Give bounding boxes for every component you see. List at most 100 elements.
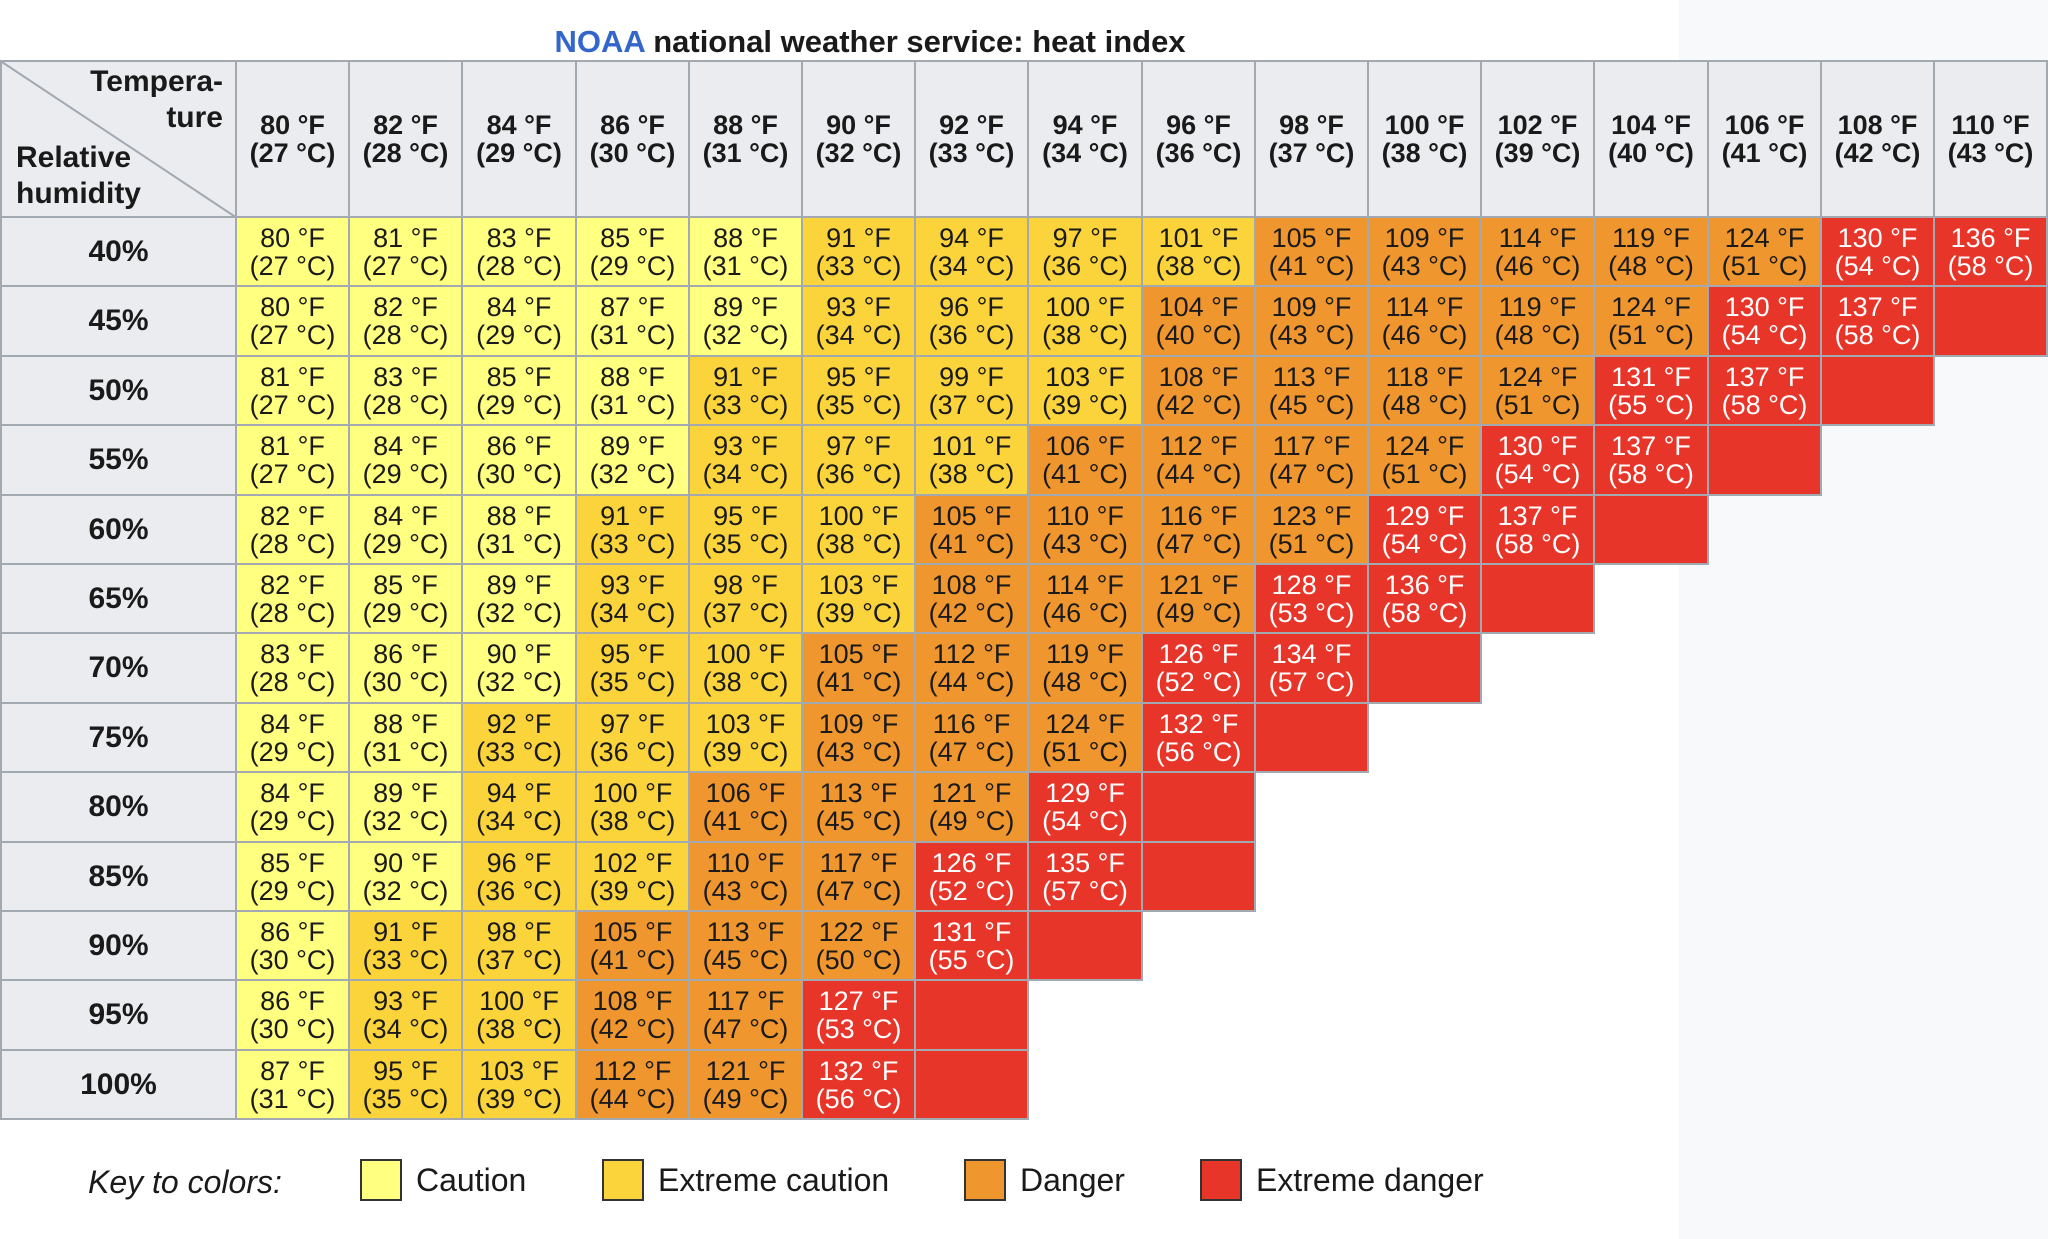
cell-fahrenheit: 83 °F xyxy=(486,222,552,253)
cell-celsius: (32 °C) xyxy=(589,459,676,489)
heat-index-cell: 89 °F (32 °C) xyxy=(575,424,690,496)
cell-fahrenheit: 80 °F xyxy=(260,292,325,322)
cell-celsius: (47 °C) xyxy=(815,875,902,906)
table-corner-header: Tempera- ture Relative humidity xyxy=(0,60,238,219)
cell-celsius: (31 °C) xyxy=(249,1083,336,1114)
cell-celsius: (30 °C) xyxy=(476,459,562,489)
column-header: 82 °F (28 °C) xyxy=(348,60,463,218)
cell-celsius: (28 °C) xyxy=(249,667,336,697)
heat-index-cell: 114 °F (46 °C) xyxy=(1027,563,1143,634)
column-header-celsius: (40 °C) xyxy=(1608,138,1694,168)
cell-fahrenheit: 88 °F xyxy=(373,708,438,739)
legend-item: Danger xyxy=(964,1158,1125,1202)
cell-celsius: (35 °C) xyxy=(702,528,789,559)
cell-celsius: (58 °C) xyxy=(1721,389,1808,420)
heat-index-cell: 82 °F (28 °C) xyxy=(348,285,463,357)
row-header: 80% xyxy=(0,771,237,843)
cell-celsius: (38 °C) xyxy=(928,459,1015,489)
cell-celsius: (33 °C) xyxy=(702,389,789,420)
cell-celsius: (34 °C) xyxy=(589,597,676,628)
column-header-fahrenheit: 106 °F xyxy=(1724,110,1805,140)
page-title: NOAA national weather service: heat inde… xyxy=(0,22,1740,62)
cell-fahrenheit: 106 °F xyxy=(1045,431,1125,461)
cell-fahrenheit: 100 °F xyxy=(705,639,786,669)
heat-index-cell: 127 °F (53 °C) xyxy=(801,979,916,1051)
cell-celsius: (38 °C) xyxy=(476,1014,562,1044)
heat-index-cell: 89 °F (32 °C) xyxy=(348,771,463,843)
heat-index-cell: 93 °F (34 °C) xyxy=(575,563,690,634)
cell-celsius: (35 °C) xyxy=(589,667,676,697)
legend-label: Extreme caution xyxy=(658,1162,890,1198)
heat-index-cell: 103 °F (39 °C) xyxy=(461,1049,577,1120)
heat-index-cell: 137 °F (58 °C) xyxy=(1480,494,1595,565)
legend-label: Extreme danger xyxy=(1256,1162,1484,1198)
heat-index-cell: 80 °F (27 °C) xyxy=(235,285,350,357)
cell-celsius: (31 °C) xyxy=(476,528,562,559)
cell-fahrenheit: 126 °F xyxy=(1158,639,1239,669)
cell-fahrenheit: 103 °F xyxy=(705,708,786,739)
cell-celsius: (28 °C) xyxy=(362,389,449,420)
heat-index-cell: 95 °F (35 °C) xyxy=(688,494,803,565)
cell-fahrenheit: 81 °F xyxy=(260,361,325,392)
cell-fahrenheit: 95 °F xyxy=(600,639,665,669)
column-header-fahrenheit: 100 °F xyxy=(1384,110,1465,140)
heat-index-cell: 94 °F (34 °C) xyxy=(461,771,577,843)
cell-fahrenheit: 91 °F xyxy=(373,916,438,947)
heat-index-cell: 119 °F (48 °C) xyxy=(1480,285,1595,357)
cell-celsius: (33 °C) xyxy=(362,944,449,975)
cell-celsius: (58 °C) xyxy=(1947,250,2034,281)
heat-index-cell: 100 °F (38 °C) xyxy=(688,632,803,704)
heat-index-cell: 90 °F (32 °C) xyxy=(348,841,463,912)
heat-index-cell: 89 °F (32 °C) xyxy=(688,285,803,357)
column-header-fahrenheit: 98 °F xyxy=(1279,110,1344,140)
cell-celsius: (55 °C) xyxy=(928,944,1015,975)
cell-fahrenheit: 88 °F xyxy=(713,222,778,253)
heat-index-cell: 118 °F (48 °C) xyxy=(1367,355,1482,426)
heat-index-cell: 114 °F (46 °C) xyxy=(1367,285,1482,357)
cell-fahrenheit: 87 °F xyxy=(600,292,665,322)
cell-fahrenheit: 96 °F xyxy=(486,847,552,878)
cell-fahrenheit: 117 °F xyxy=(706,986,785,1016)
cell-celsius: (28 °C) xyxy=(476,250,562,281)
cell-fahrenheit: 100 °F xyxy=(479,986,559,1016)
heat-index-cell: 98 °F (37 °C) xyxy=(688,563,803,634)
cell-celsius: (53 °C) xyxy=(1268,597,1355,628)
column-header: 96 °F (36 °C) xyxy=(1141,60,1256,218)
heat-index-cell: 105 °F (41 °C) xyxy=(575,910,690,981)
heat-index-cell: 101 °F (38 °C) xyxy=(1141,216,1256,287)
column-header-celsius: (36 °C) xyxy=(1155,138,1242,168)
heat-index-cell: 85 °F (29 °C) xyxy=(575,216,690,287)
column-header-celsius: (39 °C) xyxy=(1494,138,1581,168)
cell-fahrenheit: 88 °F xyxy=(600,361,665,392)
column-header-fahrenheit: 92 °F xyxy=(939,110,1004,140)
column-header-celsius: (32 °C) xyxy=(815,138,902,168)
row-header-label: 95% xyxy=(88,998,149,1031)
heat-index-cell: 109 °F (43 °C) xyxy=(1254,285,1369,357)
heat-index-cell: 101 °F (38 °C) xyxy=(914,424,1029,496)
cell-celsius: (57 °C) xyxy=(1042,875,1128,906)
temperature-label-line-1: Tempera- xyxy=(90,65,223,98)
cell-fahrenheit: 119 °F xyxy=(1498,292,1577,322)
cell-fahrenheit: 86 °F xyxy=(260,916,325,947)
row-header-label: 65% xyxy=(88,581,149,615)
cell-fahrenheit: 124 °F xyxy=(1611,292,1691,322)
cell-fahrenheit: 103 °F xyxy=(1045,361,1125,392)
cell-fahrenheit: 88 °F xyxy=(486,500,552,531)
cell-fahrenheit: 82 °F xyxy=(373,292,438,322)
cell-fahrenheit: 112 °F xyxy=(932,639,1011,669)
heat-index-cell: 81 °F (27 °C) xyxy=(235,424,350,496)
heat-index-cell: 129 °F (54 °C) xyxy=(1027,771,1143,843)
cell-celsius: (47 °C) xyxy=(1268,459,1355,489)
cell-celsius: (41 °C) xyxy=(928,528,1015,559)
heat-index-cell: 106 °F (41 °C) xyxy=(688,771,803,843)
heat-index-cell: 106 °F (41 °C) xyxy=(1027,424,1143,496)
heat-index-cell: 113 °F (45 °C) xyxy=(688,910,803,981)
cell-fahrenheit: 116 °F xyxy=(1159,500,1238,531)
heat-index-cell: 103 °F (39 °C) xyxy=(801,563,916,634)
cell-fahrenheit: 108 °F xyxy=(592,986,673,1016)
row-header: 75% xyxy=(0,702,237,773)
cell-celsius: (45 °C) xyxy=(1268,389,1355,420)
row-header-label: 75% xyxy=(88,720,149,754)
cell-fahrenheit: 121 °F xyxy=(705,1055,786,1086)
column-header-celsius: (38 °C) xyxy=(1381,138,1468,168)
